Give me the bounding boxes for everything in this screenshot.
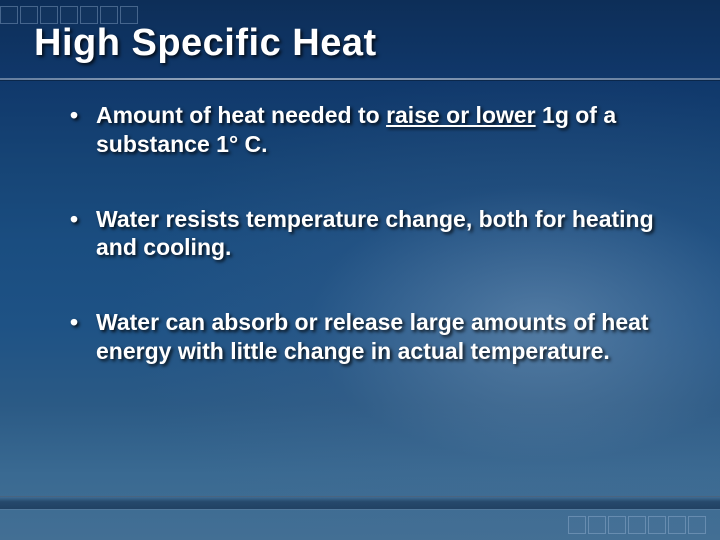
bullet-item: Water can absorb or release large amount… [70,308,674,366]
deco-square [668,516,686,534]
deco-square [648,516,666,534]
deco-square [588,516,606,534]
deco-square [688,516,706,534]
bottom-band [0,496,720,510]
slide-container: High Specific Heat Amount of heat needed… [0,0,720,540]
bullet-item: Amount of heat needed to raise or lower … [70,101,674,159]
bullet-text-pre: Amount of heat needed to [96,102,386,128]
bottom-square-decorator [568,516,706,534]
title-underline [0,78,720,80]
bullet-list: Amount of heat needed to raise or lower … [70,101,674,366]
bullet-text-underlined: raise or lower [386,102,536,128]
slide-content: Amount of heat needed to raise or lower … [36,101,684,366]
bullet-text-pre: Water can absorb or release large amount… [96,309,649,364]
deco-square [628,516,646,534]
bullet-item: Water resists temperature change, both f… [70,205,674,263]
bullet-text-pre: Water resists temperature change, both f… [96,206,654,261]
slide-title: High Specific Heat [34,22,684,65]
deco-square [568,516,586,534]
deco-square [608,516,626,534]
